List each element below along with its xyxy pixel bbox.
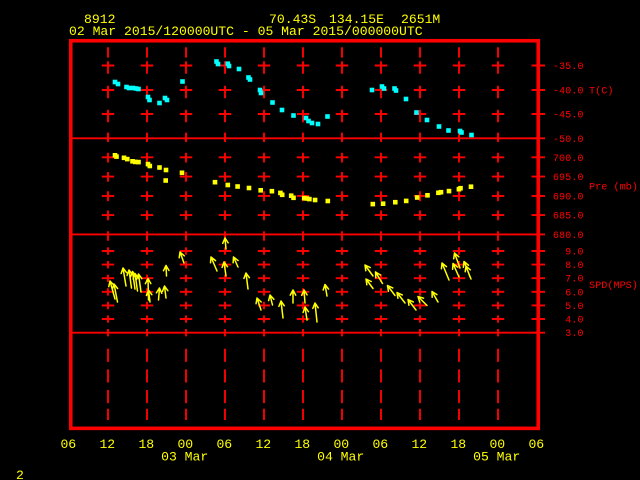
svg-text:9.0: 9.0 [565,248,583,259]
svg-text:70.43S: 70.43S [269,12,316,27]
svg-text:7.0: 7.0 [565,275,583,286]
svg-text:04 Mar: 04 Mar [317,449,364,464]
svg-text:6.0: 6.0 [565,288,583,299]
svg-text:18: 18 [450,437,466,452]
svg-text:T(C): T(C) [589,86,613,98]
svg-text:02 Mar 2015/120000UTC - 05 Mar: 02 Mar 2015/120000UTC - 05 Mar 2015/0000… [69,24,423,39]
svg-text:700.0: 700.0 [553,154,584,165]
svg-text:680.0: 680.0 [553,231,584,242]
svg-text:4.0: 4.0 [565,316,583,327]
svg-text:-40.0: -40.0 [553,87,584,98]
svg-text:18: 18 [294,437,310,452]
svg-text:695.0: 695.0 [553,173,584,184]
svg-text:06: 06 [372,437,388,452]
svg-text:12: 12 [255,437,271,452]
svg-text:8912: 8912 [84,12,115,27]
svg-text:00: 00 [489,437,505,452]
svg-text:18: 18 [138,437,154,452]
svg-text:03 Mar: 03 Mar [161,449,208,464]
svg-text:SPD(MPS): SPD(MPS) [589,280,638,292]
svg-text:12: 12 [411,437,427,452]
svg-text:690.0: 690.0 [553,192,584,203]
svg-text:8.0: 8.0 [565,261,583,272]
svg-text:5.0: 5.0 [565,302,583,313]
svg-text:-50.0: -50.0 [553,135,584,146]
svg-text:3.0: 3.0 [565,329,583,340]
svg-text:12: 12 [99,437,115,452]
svg-text:06: 06 [528,437,544,452]
svg-text:Pre (mb): Pre (mb) [589,181,638,193]
svg-text:2651M: 2651M [401,12,440,27]
svg-text:685.0: 685.0 [553,212,584,223]
svg-text:134.15E: 134.15E [329,12,384,27]
svg-text:06: 06 [60,437,76,452]
svg-text:00: 00 [333,437,349,452]
svg-text:06: 06 [216,437,232,452]
svg-text:00: 00 [177,437,193,452]
svg-text:-45.0: -45.0 [553,111,584,122]
svg-text:2: 2 [16,468,24,480]
svg-text:05 Mar: 05 Mar [473,449,520,464]
svg-text:-35.0: -35.0 [553,62,584,73]
